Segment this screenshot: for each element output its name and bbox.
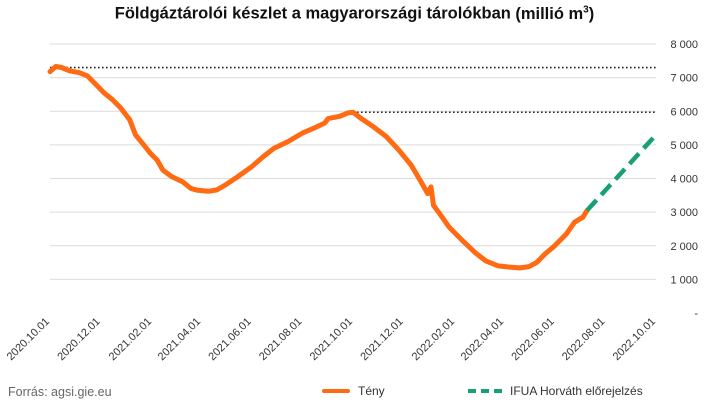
x-tick-label: 2021.12.01 xyxy=(358,316,405,363)
x-tick-label: 2022.04.01 xyxy=(459,316,506,363)
y-axis-ticks: - 1 000 2 000 3 000 4 000 5 000 6 000 7 000 8 00… xyxy=(670,39,698,320)
series-lines xyxy=(47,64,658,271)
legend-item-actual: Tény xyxy=(322,383,385,399)
grid-lines xyxy=(50,43,656,280)
y-tick-label: 6 000 xyxy=(670,106,698,118)
x-tick-label: 2021.06.01 xyxy=(206,316,253,363)
legend-item-forecast: IFUA Horváth előrejelzés xyxy=(468,383,643,399)
x-tick-label: 2021.02.01 xyxy=(107,316,154,363)
y-tick-label: 4 000 xyxy=(670,174,698,186)
x-tick-label: 2020.12.01 xyxy=(55,316,102,363)
title-unit-superscript: 3 xyxy=(583,4,589,15)
legend-swatch-forecast xyxy=(468,389,502,393)
legend-label-actual: Tény xyxy=(358,384,385,398)
chart-title-unit: (millió m3) xyxy=(515,4,595,23)
x-tick-label: 2022.06.01 xyxy=(509,316,556,363)
x-tick-label: 2022.08.01 xyxy=(560,316,607,363)
y-tick-label: 8 000 xyxy=(670,39,698,51)
x-tick-label: 2021.04.01 xyxy=(156,316,203,363)
y-tick-label: 5 000 xyxy=(670,140,698,152)
x-tick-label: 2020.10.01 xyxy=(5,316,52,363)
y-tick-label: - xyxy=(694,308,698,320)
x-tick-label: 2021.08.01 xyxy=(257,316,304,363)
x-tick-label: 2022.10.01 xyxy=(611,316,658,363)
y-tick-label: 2 000 xyxy=(670,241,698,253)
source-note: Forrás: agsi.gie.eu xyxy=(8,385,112,399)
chart-title: Földgáztárolói készlet a magyarországi t… xyxy=(114,4,511,23)
legend-swatch-actual xyxy=(322,389,350,393)
legend-label-forecast: IFUA Horváth előrejelzés xyxy=(510,384,643,398)
forecast-line xyxy=(585,133,658,212)
actual-storage-line xyxy=(47,64,590,271)
x-axis-ticks: 2020.10.01 2020.12.01 2021.02.01 2021.04.01… xyxy=(5,316,658,363)
y-tick-label: 7 000 xyxy=(670,73,698,85)
y-tick-label: 3 000 xyxy=(670,207,698,219)
reference-lines xyxy=(50,66,656,114)
title-unit-prefix: (millió m xyxy=(515,4,584,23)
y-tick-label: 1 000 xyxy=(670,274,698,286)
chart-title-container: Földgáztárolói készlet a magyarországi t… xyxy=(0,4,709,24)
x-tick-label: 2021.10.01 xyxy=(308,316,355,363)
title-unit-suffix: ) xyxy=(588,4,595,23)
x-tick-label: 2022.02.01 xyxy=(410,316,457,363)
